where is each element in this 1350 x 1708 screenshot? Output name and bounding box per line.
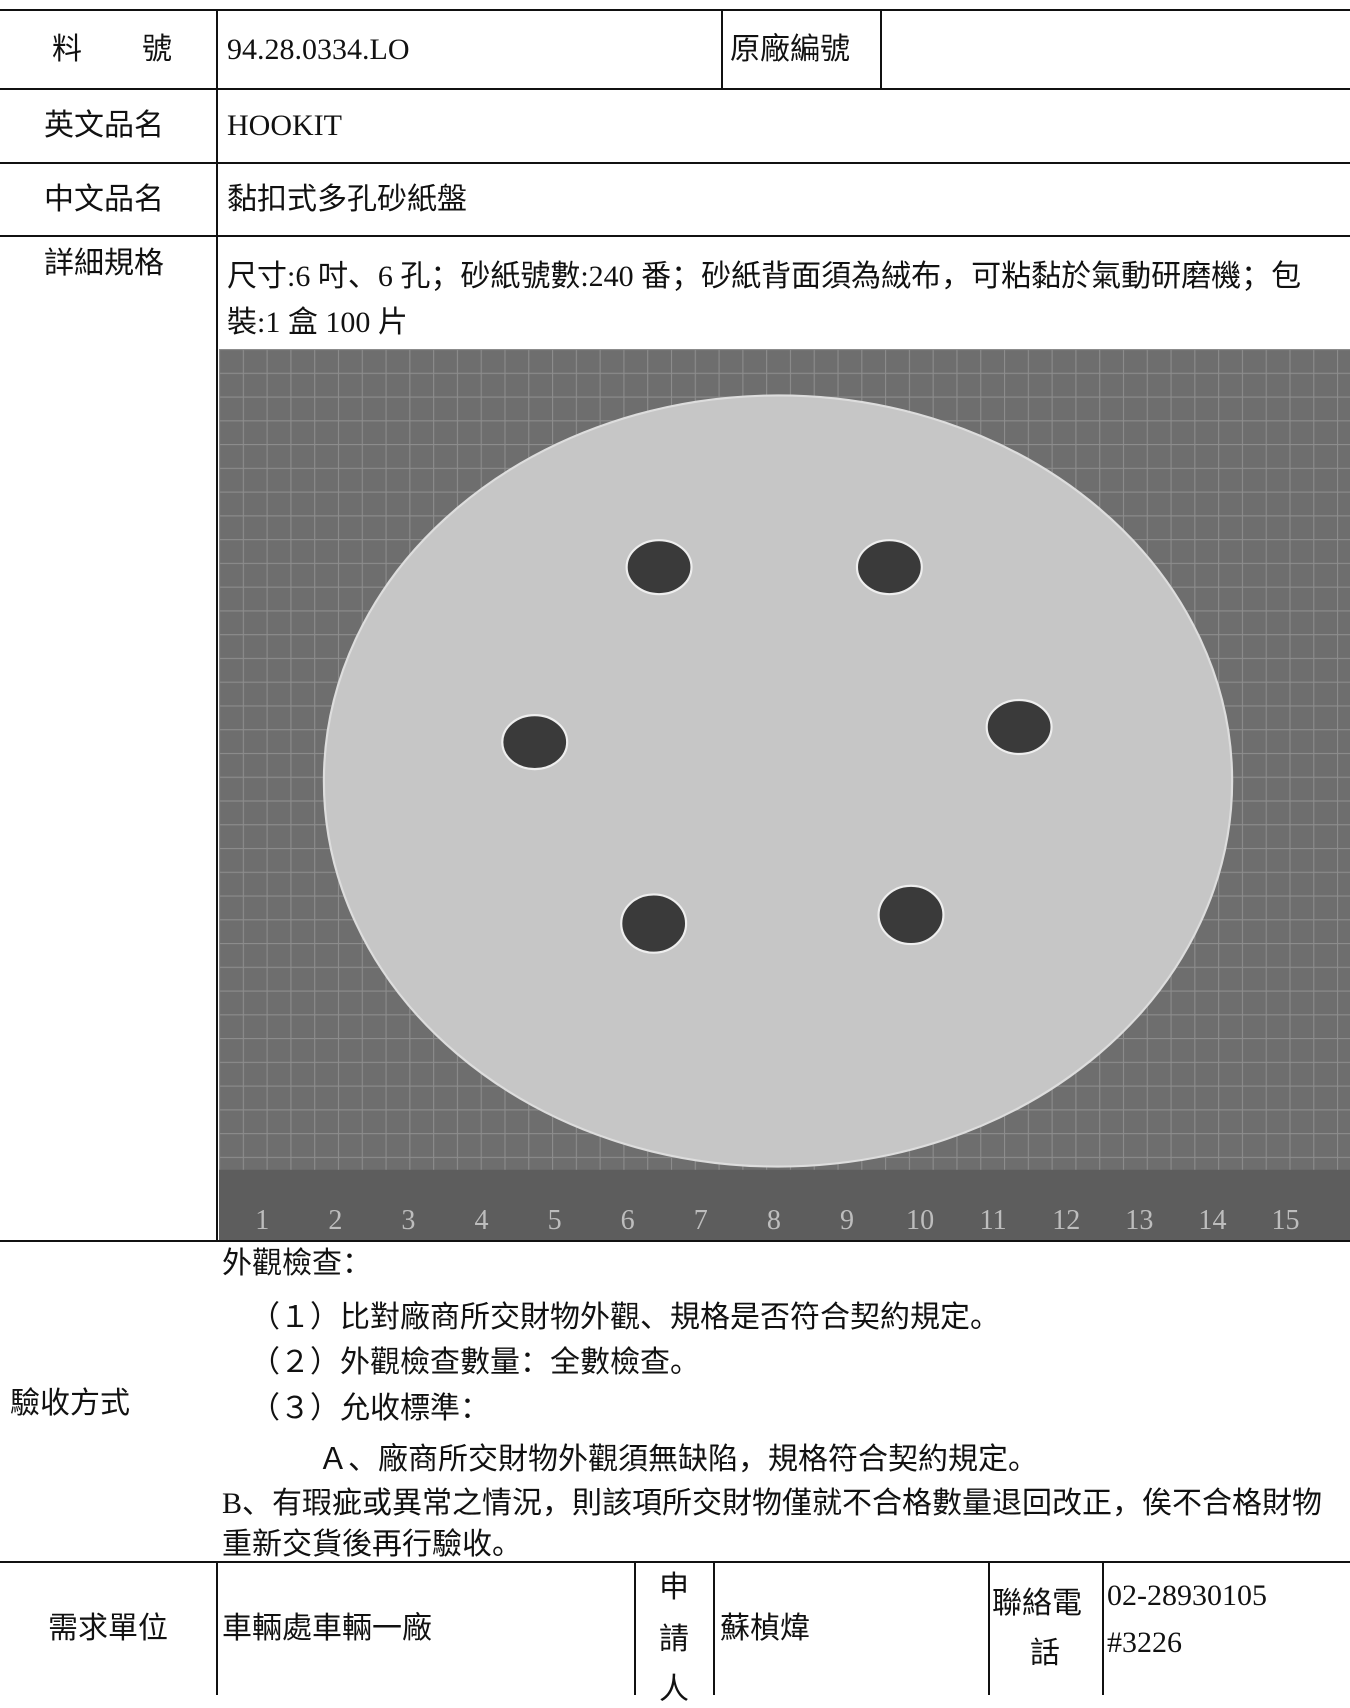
label: 驗收方式 [10, 1387, 130, 1420]
border [0, 88, 1350, 90]
border [0, 9, 1350, 11]
border [721, 9, 723, 88]
border [0, 162, 1350, 164]
value: 蘇楨煒 [720, 1612, 810, 1645]
value: 94.28.0334.LO [227, 33, 410, 66]
item: （３）允收標準： [250, 1392, 490, 1425]
ruler-label: 7 [694, 1205, 708, 1236]
label: 請 [659, 1623, 689, 1656]
label: 中文品名 [44, 183, 164, 216]
border [0, 1561, 1350, 1563]
ruler-label: 8 [767, 1205, 781, 1236]
ruler-label: 15 [1272, 1205, 1300, 1236]
label: 需求單位 [48, 1612, 168, 1645]
ruler-label: 3 [401, 1205, 415, 1236]
spec-text: 尺寸:6 吋、6 孔；砂紙號數:240 番；砂紙背面須為絨布，可粘黏於氣動研磨機… [227, 260, 1302, 339]
label: 聯絡電 [992, 1587, 1082, 1620]
value: #3226 [1107, 1626, 1182, 1659]
label: 英文品名 [44, 109, 164, 142]
value: 黏扣式多孔砂紙盤 [227, 183, 467, 216]
ruler-label: 5 [548, 1205, 562, 1236]
border [880, 9, 882, 88]
value: HOOKIT [227, 109, 342, 142]
note: B、有瑕疵或異常之情況，則該項所交財物僅就不合格數量退回改正，俟不合格財物重新交… [222, 1487, 1323, 1561]
label: 原廠編號 [730, 33, 850, 66]
sub-item: Ａ、廠商所交財物外觀須無缺陷，規格符合契約規定。 [318, 1443, 1038, 1476]
border [0, 235, 1350, 237]
value: 02-28930105 [1107, 1579, 1267, 1612]
ruler-label: 12 [1052, 1205, 1080, 1236]
label: 詳細規格 [44, 247, 164, 280]
ruler-label: 6 [621, 1205, 635, 1236]
label: 話 [1030, 1637, 1060, 1670]
border [216, 1561, 218, 1695]
border [634, 1561, 636, 1695]
label: 申 [659, 1571, 689, 1604]
border [713, 1561, 715, 1695]
border [988, 1561, 990, 1695]
item: （２）外觀檢查數量：全數檢查。 [250, 1346, 700, 1379]
ruler-label: 9 [840, 1205, 854, 1236]
ruler-label: 1 [255, 1205, 269, 1236]
ruler-label: 14 [1198, 1205, 1226, 1236]
border [0, 1240, 1350, 1242]
item: （１）比對廠商所交財物外觀、規格是否符合契約規定。 [250, 1301, 1000, 1334]
ruler-label: 11 [980, 1205, 1007, 1236]
ruler-label: 2 [328, 1205, 342, 1236]
ruler-label: 4 [475, 1205, 489, 1236]
value: 車輛處車輛一廠 [222, 1612, 432, 1645]
label: 人 [659, 1673, 689, 1706]
product-photo: 1 2 3 4 5 6 7 8 9 10 11 12 13 14 15 [219, 349, 1350, 1240]
border [216, 9, 218, 1240]
ruler-label: 13 [1125, 1205, 1153, 1236]
heading: 外觀檢查： [222, 1247, 372, 1280]
label: 料 號 [52, 33, 172, 66]
ruler-label: 10 [906, 1205, 934, 1236]
border [1102, 1561, 1104, 1695]
